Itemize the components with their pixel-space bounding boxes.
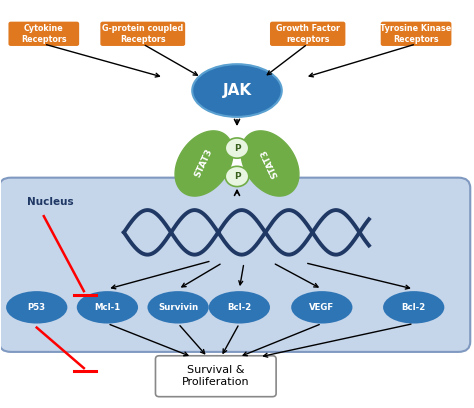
Text: STAT3: STAT3 xyxy=(259,148,281,179)
FancyBboxPatch shape xyxy=(155,356,276,397)
FancyBboxPatch shape xyxy=(270,22,346,46)
Text: STAT3: STAT3 xyxy=(193,148,215,179)
Ellipse shape xyxy=(383,291,444,324)
Ellipse shape xyxy=(6,291,67,324)
Text: JAK: JAK xyxy=(222,83,252,98)
Text: Cytokine
Receptors: Cytokine Receptors xyxy=(21,24,67,44)
Text: Mcl-1: Mcl-1 xyxy=(94,303,120,312)
Text: P: P xyxy=(234,144,240,153)
FancyBboxPatch shape xyxy=(381,22,451,46)
Ellipse shape xyxy=(147,291,209,324)
Text: Tyrosine Kinase
Receptors: Tyrosine Kinase Receptors xyxy=(381,24,452,44)
Text: Bcl-2: Bcl-2 xyxy=(227,303,252,312)
Circle shape xyxy=(225,166,249,186)
Circle shape xyxy=(225,138,249,158)
FancyBboxPatch shape xyxy=(0,177,470,352)
Text: Growth Factor
receptors: Growth Factor receptors xyxy=(276,24,340,44)
Text: P53: P53 xyxy=(27,303,46,312)
Polygon shape xyxy=(175,131,233,196)
Ellipse shape xyxy=(77,291,138,324)
Text: Nucleus: Nucleus xyxy=(27,197,74,207)
Ellipse shape xyxy=(209,291,270,324)
FancyBboxPatch shape xyxy=(9,22,79,46)
Ellipse shape xyxy=(192,64,282,117)
Text: G-protein coupled
Receptors: G-protein coupled Receptors xyxy=(102,24,183,44)
Text: VEGF: VEGF xyxy=(309,303,334,312)
Text: Survivin: Survivin xyxy=(158,303,198,312)
Text: Survival &
Proliferation: Survival & Proliferation xyxy=(182,366,250,387)
FancyBboxPatch shape xyxy=(100,22,185,46)
Text: P: P xyxy=(234,172,240,181)
Polygon shape xyxy=(241,131,299,196)
Ellipse shape xyxy=(291,291,353,324)
Text: Bcl-2: Bcl-2 xyxy=(401,303,426,312)
